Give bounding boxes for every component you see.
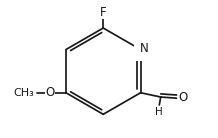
Text: N: N (140, 42, 149, 55)
Text: F: F (100, 6, 107, 19)
Text: CH₃: CH₃ (14, 88, 34, 98)
Text: O: O (179, 91, 188, 104)
Text: H: H (155, 107, 163, 117)
Text: O: O (45, 86, 55, 99)
